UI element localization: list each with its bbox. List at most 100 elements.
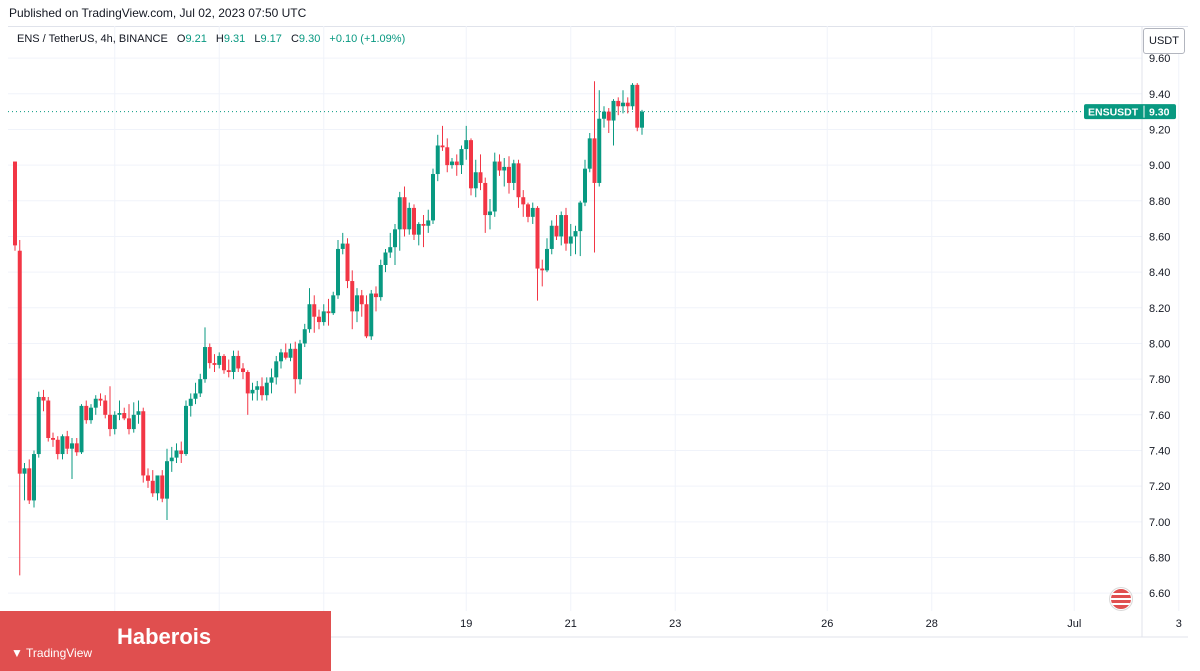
candle-body xyxy=(611,100,616,121)
candle-body xyxy=(526,204,530,217)
tradingview-logo[interactable]: ▼ TradingView xyxy=(11,646,92,660)
candle-body xyxy=(393,229,397,248)
candle-body xyxy=(174,450,179,458)
open-label: O xyxy=(176,33,186,45)
candle-body xyxy=(108,414,112,430)
candle-body xyxy=(383,252,388,265)
candle-body xyxy=(625,102,630,107)
candle-body xyxy=(226,370,231,373)
close-value: 9.30 xyxy=(298,33,321,45)
price-tick-label: 8.00 xyxy=(1149,338,1170,350)
candle-body xyxy=(521,197,526,205)
candle-body xyxy=(578,202,583,232)
candle-body xyxy=(184,405,188,455)
price-tick-label: 6.60 xyxy=(1149,588,1170,600)
tradingview-logo-text: TradingView xyxy=(26,646,93,660)
candle-body xyxy=(469,140,473,189)
candle-body xyxy=(112,414,117,430)
candle-body xyxy=(621,102,625,107)
candle-body xyxy=(497,161,502,171)
candle-body xyxy=(127,418,131,430)
candle-body xyxy=(549,225,554,249)
candle-body xyxy=(336,248,340,296)
candle-body xyxy=(573,231,578,237)
candle-body xyxy=(326,311,331,314)
candle-body xyxy=(160,475,165,499)
candle-body xyxy=(212,363,217,365)
price-tick-label: 8.60 xyxy=(1149,231,1170,243)
candle-body xyxy=(22,468,27,474)
candle-body xyxy=(146,475,150,481)
candle-body xyxy=(583,168,587,203)
price-tag-box xyxy=(1084,104,1176,120)
candle-body xyxy=(535,207,540,269)
candle-body xyxy=(402,197,407,230)
candle-body xyxy=(302,329,307,344)
candle-body xyxy=(250,389,255,394)
us-flag-icon[interactable] xyxy=(1110,588,1132,610)
candle-body xyxy=(445,147,450,166)
price-tag: ENSUSDT 9.30 xyxy=(1084,104,1176,120)
chart-pane[interactable] xyxy=(8,26,1188,639)
candle-body xyxy=(203,347,207,380)
tradingview-logo-icon: ▼ xyxy=(11,646,23,660)
candle-body xyxy=(559,215,564,237)
candle-body xyxy=(473,172,478,189)
candle-body xyxy=(597,118,602,183)
change-value: +0.10 (+1.09%) xyxy=(329,33,406,45)
candle-body xyxy=(260,386,264,396)
candle-body xyxy=(264,382,269,396)
candle-body xyxy=(117,413,122,415)
candle-body xyxy=(293,348,298,380)
candle-body xyxy=(307,304,312,330)
candle-body xyxy=(355,295,359,312)
candle-body xyxy=(32,454,36,501)
candle-body xyxy=(492,161,497,212)
time-tick-label: 19 xyxy=(460,618,472,630)
candle-body xyxy=(440,145,445,148)
candle-body xyxy=(331,295,336,314)
candles xyxy=(13,81,644,576)
candle-body xyxy=(46,400,51,438)
candle-body xyxy=(283,352,288,358)
candle-body xyxy=(459,149,464,166)
candle-body xyxy=(640,111,644,128)
watermark-text: Haberois xyxy=(117,624,212,649)
price-tick-label: 8.20 xyxy=(1149,303,1170,315)
candle-body xyxy=(545,248,549,271)
price-tick-label: 6.80 xyxy=(1149,552,1170,564)
candle-body xyxy=(93,398,98,408)
candle-body xyxy=(635,84,640,128)
candle-body xyxy=(464,140,469,150)
candle-body xyxy=(378,264,383,298)
candle-body xyxy=(345,243,350,282)
candle-body xyxy=(312,304,317,317)
price-tick-label: 7.20 xyxy=(1149,481,1170,493)
currency-button[interactable]: USDT xyxy=(1143,28,1185,54)
candle-body xyxy=(507,166,511,183)
price-tick-label: 8.40 xyxy=(1149,267,1170,279)
price-tick-label: 9.60 xyxy=(1149,53,1170,65)
candle-body xyxy=(269,377,274,383)
high-value: 9.31 xyxy=(223,33,246,45)
candle-body xyxy=(488,211,492,216)
candle-body xyxy=(369,293,374,337)
candle-body xyxy=(155,475,160,494)
low-value: 9.17 xyxy=(260,33,282,45)
price-tick-label: 7.40 xyxy=(1149,445,1170,457)
candle-body xyxy=(279,352,283,362)
price-tick-label: 9.40 xyxy=(1149,89,1170,101)
time-tick-label: 3 xyxy=(1176,618,1182,630)
candle-body xyxy=(165,461,169,499)
candle-body xyxy=(13,161,17,246)
candle-body xyxy=(450,161,454,166)
candle-body xyxy=(122,413,127,419)
candle-body xyxy=(511,163,516,183)
price-tick-label: 7.60 xyxy=(1149,410,1170,422)
candle-body xyxy=(98,398,103,401)
candle-body xyxy=(274,361,279,378)
candle-body xyxy=(41,396,46,401)
published-caption: Published on TradingView.com, Jul 02, 20… xyxy=(9,6,307,20)
price-tag-value: 9.30 xyxy=(1149,107,1170,119)
